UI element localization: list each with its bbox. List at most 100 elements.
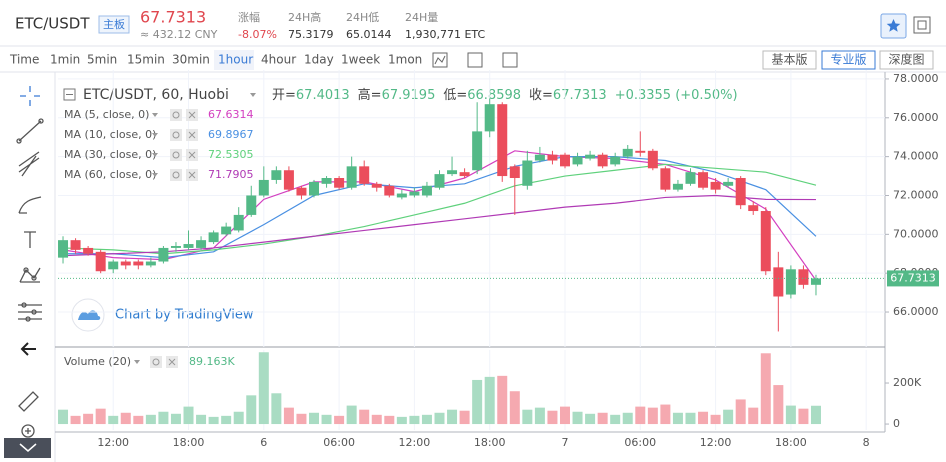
interval[interactable]: 30min — [172, 53, 210, 67]
collapse-button[interactable] — [4, 438, 51, 458]
volume-bar — [522, 409, 533, 425]
volume-bar — [95, 408, 106, 425]
candle-body — [484, 104, 495, 132]
volume-bar — [233, 411, 244, 425]
candle-body — [710, 181, 721, 190]
drawing-tools[interactable] — [16, 86, 44, 438]
ohlc-label: 高= — [358, 87, 382, 103]
interval: Time — [9, 53, 39, 67]
legend-icons[interactable] — [150, 356, 178, 368]
window-button[interactable] — [913, 16, 931, 34]
x-tick-label: 12:00 — [97, 436, 129, 449]
version-label: 专业版 — [830, 52, 866, 67]
x-tick-label: 6 — [260, 436, 267, 449]
version-button[interactable] — [821, 50, 876, 70]
volume-bar — [133, 415, 144, 425]
legend-symbol: ETC/USDT, 60, Huobi — [83, 87, 229, 103]
interval[interactable]: 1min — [50, 53, 80, 67]
legend-icons[interactable] — [170, 129, 198, 141]
interval[interactable]: 1mon — [388, 53, 422, 67]
remove-glyph — [188, 131, 196, 139]
star-button[interactable] — [880, 13, 907, 39]
version-button[interactable] — [762, 50, 817, 70]
study-menu[interactable] — [152, 133, 158, 137]
legend-icons[interactable] — [170, 169, 198, 181]
volume-bar — [83, 413, 94, 425]
study-value: 71.7905 — [208, 168, 254, 181]
volume-bar — [384, 415, 395, 425]
interval[interactable]: 5min — [87, 53, 117, 67]
y-tick-label: 74.0000 — [893, 150, 939, 163]
candle-body — [748, 205, 759, 212]
study-value: 72.5305 — [208, 148, 254, 161]
candle-body — [283, 170, 294, 190]
icon-glyph — [434, 55, 446, 65]
toolbar-icon[interactable] — [432, 52, 448, 68]
stat-value: 1,930,771 ETC — [405, 28, 486, 41]
stat-label: 24H低 — [346, 11, 379, 24]
candle-body — [610, 156, 621, 165]
x-tick-label: 7 — [561, 436, 568, 449]
study-name: MA (30, close, 0) — [64, 148, 156, 161]
legend-icons[interactable] — [170, 149, 198, 161]
collapse-icon — [19, 443, 37, 452]
interval[interactable]: 15min — [127, 53, 165, 67]
stat-label: 24H量 — [405, 11, 438, 24]
volume-bar — [283, 407, 294, 425]
settings-glyph — [172, 131, 180, 139]
volume-bar — [723, 409, 734, 425]
toolbar-icon[interactable] — [502, 52, 518, 68]
icon-frame — [502, 52, 518, 68]
volume-bar — [434, 412, 445, 425]
volume-bar — [660, 404, 671, 425]
study-menu[interactable] — [152, 153, 158, 157]
interval[interactable]: 1week — [341, 53, 380, 67]
volume-bar — [547, 410, 558, 425]
legend-menu[interactable] — [250, 93, 256, 97]
volume-bar — [735, 399, 746, 425]
candle-body — [221, 226, 232, 235]
ohlc-value: 67.9195 — [382, 88, 436, 103]
board-badge — [98, 15, 130, 34]
study-menu[interactable] — [152, 173, 158, 177]
candle-body — [622, 148, 633, 157]
volume-bar — [396, 416, 407, 425]
candle-body — [183, 244, 194, 248]
volume-bar — [497, 375, 508, 425]
volume-bar — [459, 410, 470, 425]
settings-glyph — [172, 171, 180, 179]
ma-line — [62, 194, 816, 257]
x-tick-label: 06:00 — [624, 436, 656, 449]
legend-toggle[interactable] — [63, 88, 76, 101]
volume-menu[interactable] — [134, 360, 140, 364]
interval[interactable]: 4hour — [261, 53, 296, 67]
candle-body — [810, 278, 821, 285]
interval[interactable]: 1hour — [218, 53, 253, 67]
settings-icon — [170, 169, 182, 181]
candle-body — [572, 156, 583, 165]
volume-bar — [748, 407, 759, 425]
study-menu[interactable] — [152, 113, 158, 117]
candle-body — [321, 178, 332, 184]
candle-body — [672, 183, 683, 190]
x-tick-label: 8 — [863, 436, 870, 449]
candle-body — [698, 172, 709, 188]
legend-icons[interactable] — [170, 109, 198, 121]
toolbar-icon[interactable] — [467, 52, 483, 68]
ohlc-label: 收= — [529, 88, 553, 103]
volume-bar — [622, 412, 633, 425]
version-button[interactable] — [879, 50, 934, 70]
ma-line — [62, 163, 817, 255]
candle-body — [447, 170, 458, 175]
version-label: 深度图 — [888, 52, 924, 67]
stat-value: -8.07% — [238, 28, 277, 41]
study-value: 69.8967 — [208, 128, 254, 141]
interval[interactable]: 1day — [304, 53, 334, 67]
volume-tick-label: 0 — [893, 417, 900, 430]
volume-bar — [258, 352, 269, 425]
candle-body — [108, 261, 119, 270]
candle-body — [95, 251, 106, 272]
volume-bar — [647, 407, 658, 425]
study-name: MA (5, close, 0) — [64, 108, 149, 121]
stat-label: 24H高 — [288, 10, 321, 24]
